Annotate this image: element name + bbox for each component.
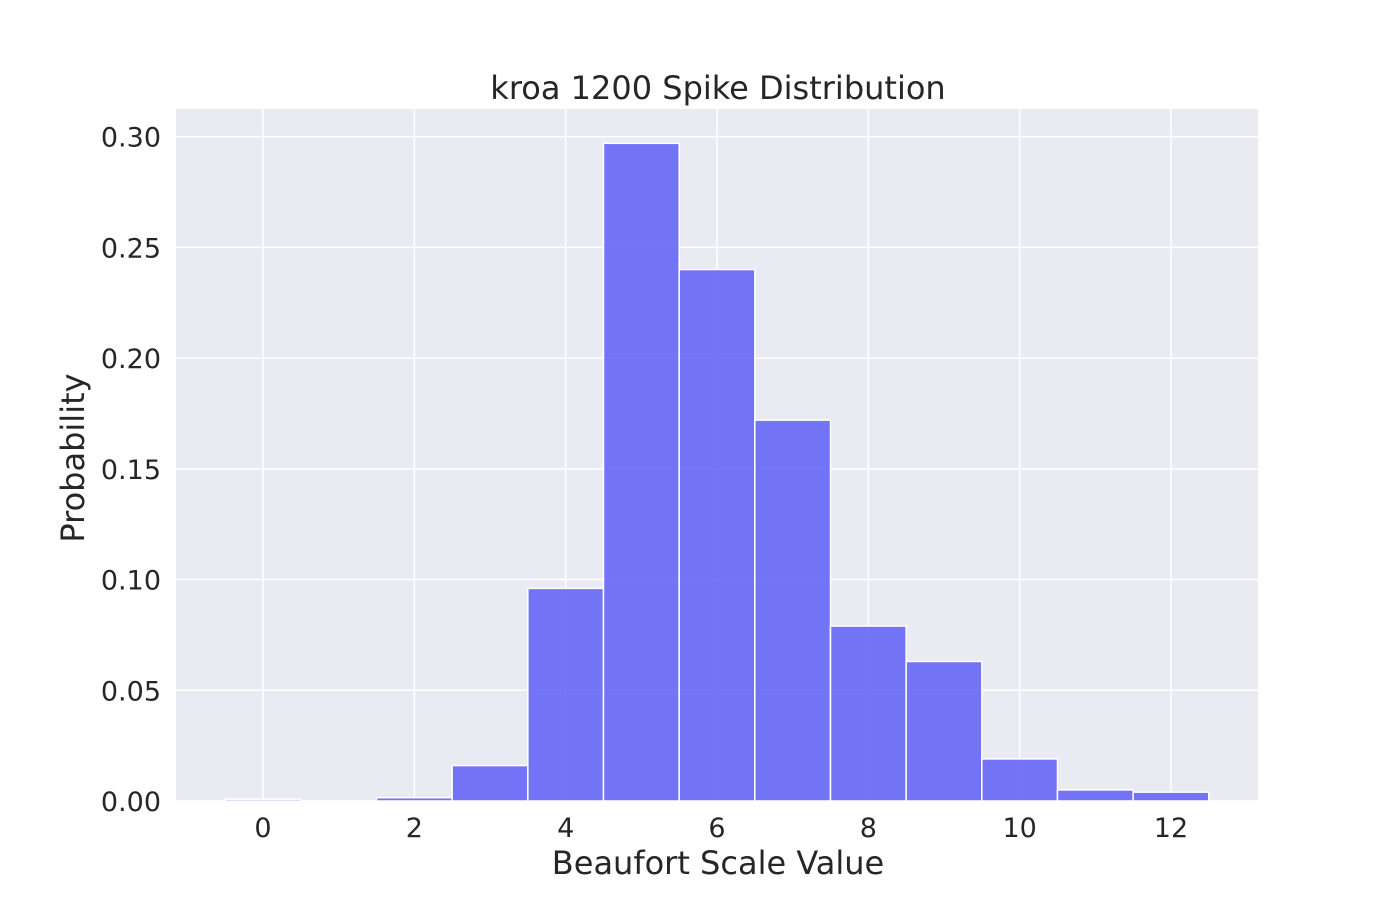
bars — [224, 142, 1210, 802]
histogram-bar — [678, 268, 756, 802]
y-tick-label: 0.30 — [101, 123, 161, 154]
y-tick-label: 0.00 — [101, 787, 161, 818]
histogram-bar — [451, 764, 529, 802]
histogram-bar — [375, 796, 453, 802]
x-tick-label: 0 — [254, 813, 271, 844]
histogram-bar — [754, 419, 832, 802]
x-axis-label: Beaufort Scale Value — [552, 844, 884, 882]
x-tick-label: 2 — [406, 813, 423, 844]
histogram-bar — [981, 758, 1059, 802]
y-tick-label: 0.10 — [101, 566, 161, 597]
x-tick-label: 8 — [860, 813, 877, 844]
x-tick-label: 4 — [557, 813, 574, 844]
y-tick-label: 0.05 — [101, 676, 161, 707]
x-tick-label: 6 — [708, 813, 725, 844]
y-tick-label: 0.25 — [101, 233, 161, 264]
y-axis-label: Probability — [54, 373, 92, 542]
y-tick-label: 0.20 — [101, 344, 161, 375]
chart-title: kroa 1200 Spike Distribution — [490, 69, 945, 107]
y-tick-label: 0.15 — [101, 455, 161, 486]
histogram-bar — [905, 660, 983, 802]
histogram-bar — [1056, 789, 1134, 802]
x-tick-label: 12 — [1154, 813, 1188, 844]
histogram-bar — [527, 587, 605, 802]
histogram-bar — [1132, 791, 1210, 802]
histogram-bar — [829, 625, 907, 802]
x-tick-labels: 0 2 4 6 8 10 12 — [254, 813, 1188, 844]
histogram-bar — [224, 798, 302, 802]
y-tick-labels: 0.00 0.05 0.10 0.15 0.20 0.25 0.30 — [101, 123, 161, 818]
x-tick-label: 10 — [1002, 813, 1036, 844]
histogram-bar — [602, 142, 680, 802]
